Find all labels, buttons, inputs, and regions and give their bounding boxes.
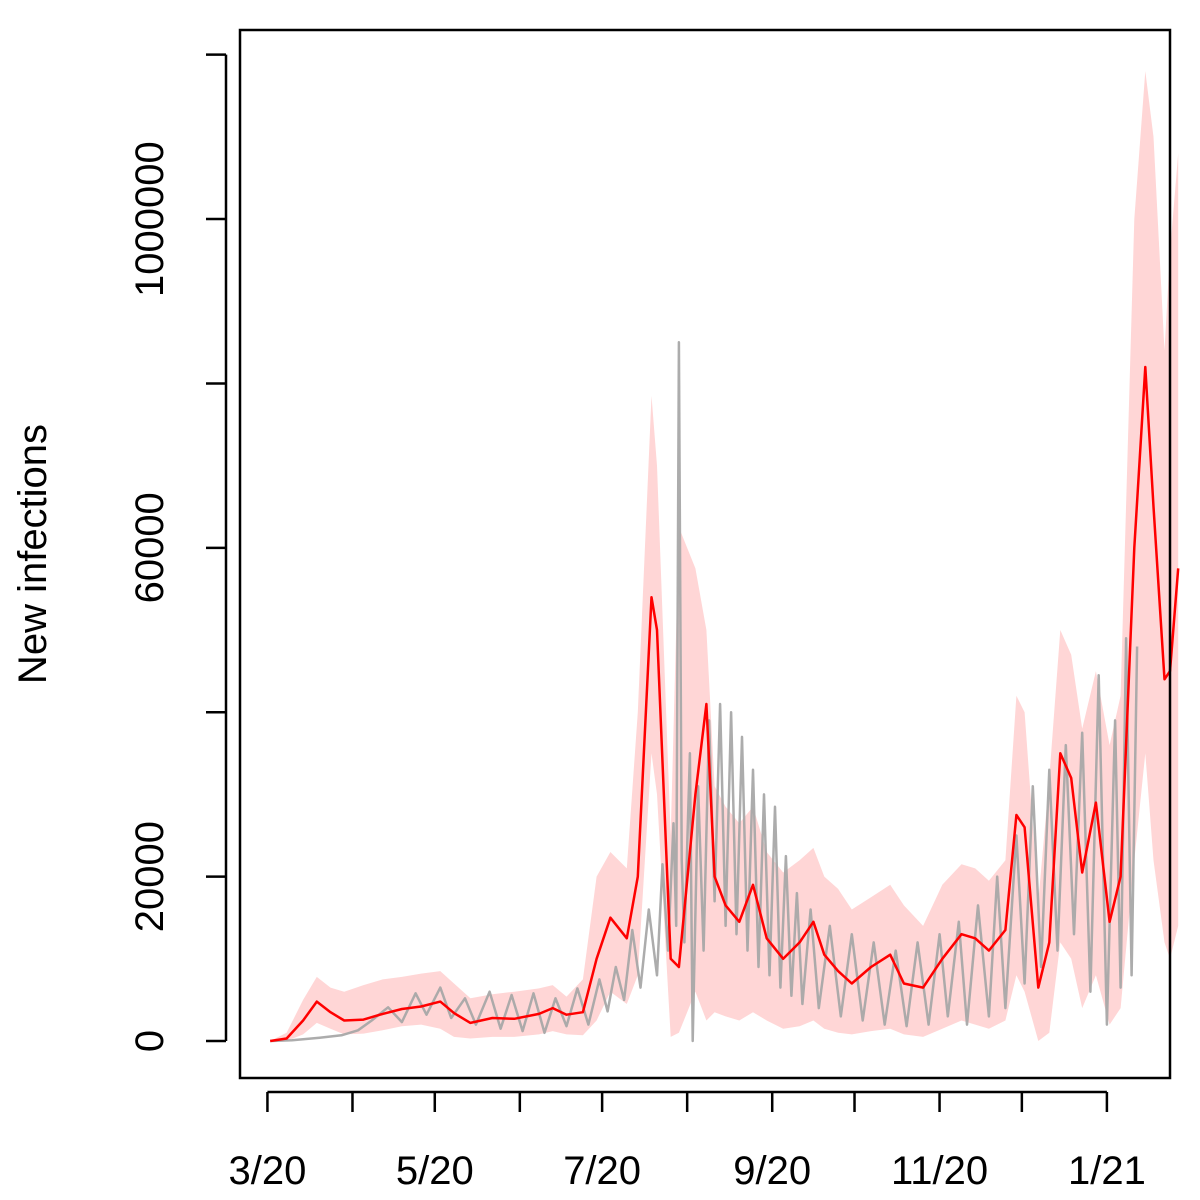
x-tick-label: 5/20 [396, 1149, 474, 1193]
x-tick-label: 3/20 [229, 1149, 307, 1193]
y-tick-label: 0 [128, 1030, 172, 1052]
plot-frame [238, 28, 1172, 1080]
y-tick-label: 60000 [128, 492, 172, 603]
x-tick-label: 1/21 [1068, 1149, 1146, 1193]
estimate-series-layer [270, 365, 1180, 1043]
y-tick-label: 1000000 [128, 141, 172, 297]
x-tick-label: 9/20 [733, 1149, 811, 1193]
estimate-series-line [270, 365, 1180, 1043]
y-axis: 0 20000 60000 1000000 [128, 53, 228, 1052]
x-tick-label: 11/20 [891, 1149, 988, 1193]
observed-series-line [270, 341, 1139, 1043]
observed-series-layer [270, 341, 1139, 1043]
x-axis: 3/20 5/20 7/20 9/20 11/20 1/21 [229, 1090, 1146, 1193]
y-tick-label: 20000 [128, 821, 172, 932]
y-axis-title: New infections [11, 424, 55, 684]
x-tick-label: 7/20 [563, 1149, 641, 1193]
